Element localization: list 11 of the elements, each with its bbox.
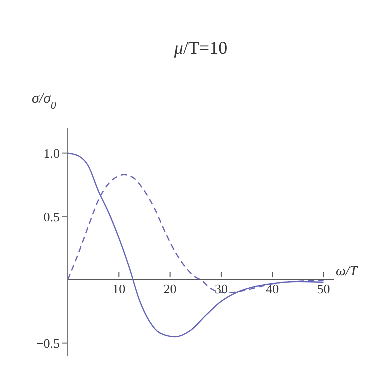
x-tick-label: 20 [164,281,177,296]
y-axis-title: σ/σ$_{0}$ [32,91,57,112]
x-axis-title: ω/T [336,264,359,280]
y-tick-label: 0.5 [44,209,60,224]
y-tick-label: −0.5 [36,336,60,351]
x-tick-label: 40 [266,281,280,296]
x-tick-label: 50 [317,281,330,296]
chart-title: μ/T=10 [173,38,228,58]
x-tick-label: 10 [112,281,126,296]
x-tick-label: 30 [214,281,228,296]
y-tick-label: 1.0 [44,146,60,161]
